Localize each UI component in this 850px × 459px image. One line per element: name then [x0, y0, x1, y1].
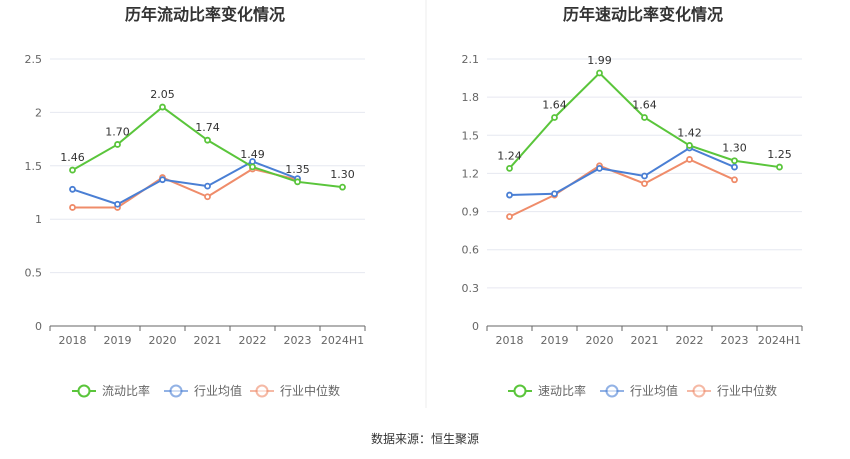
legend-marker-icon [255, 384, 269, 398]
legend-item-avg[interactable]: 行业均值 [600, 383, 678, 398]
x-tick-label: 2022 [676, 334, 704, 347]
data-point-main[interactable] [596, 69, 603, 77]
x-tick-label: 2019 [541, 334, 569, 347]
x-tick-label: 2021 [194, 334, 222, 347]
data-label: 1.64 [542, 98, 567, 111]
x-tick-label: 2022 [239, 334, 267, 347]
series-line-avg [509, 146, 735, 197]
legend-item-median[interactable]: 行业中位数 [687, 383, 777, 398]
data-point-main[interactable] [69, 166, 76, 174]
x-tick-label: 2018 [59, 334, 87, 347]
y-tick-label: 2.5 [25, 53, 43, 66]
legend-marker-icon [77, 384, 91, 398]
data-label: 1.42 [677, 126, 702, 139]
legend-label: 流动比率 [102, 383, 150, 398]
data-point-avg[interactable] [731, 163, 738, 171]
legend-label: 行业均值 [630, 383, 678, 398]
legend-label: 行业均值 [194, 383, 242, 398]
legend-marker-icon [513, 384, 527, 398]
x-tick-label: 2023 [284, 334, 312, 347]
data-point-main[interactable] [641, 114, 648, 121]
source-note: 数据来源：恒生聚源 [371, 431, 479, 446]
y-tick-label: 0.5 [25, 267, 43, 280]
data-point-main[interactable] [249, 163, 256, 171]
legend-label: 速动比率 [538, 383, 586, 398]
data-label: 1.70 [105, 125, 130, 138]
y-tick-label: 0.3 [462, 282, 480, 295]
legend-item-avg[interactable]: 行业均值 [164, 383, 242, 398]
y-tick-label: 1.8 [462, 91, 480, 104]
data-label: 1.99 [587, 54, 612, 67]
data-label: 1.30 [330, 168, 355, 181]
data-label: 1.24 [497, 149, 522, 162]
chart-title: 历年流动比率变化情况 [125, 5, 285, 24]
data-point-avg[interactable] [114, 200, 121, 208]
y-tick-label: 1.2 [462, 167, 480, 180]
data-point-main[interactable] [159, 103, 166, 111]
data-point-median[interactable] [641, 180, 648, 188]
data-label: 1.46 [60, 151, 85, 164]
data-point-main[interactable] [339, 183, 346, 191]
data-point-median[interactable] [506, 213, 513, 221]
data-label: 1.35 [285, 163, 310, 176]
legend-label: 行业中位数 [280, 383, 340, 398]
data-point-avg[interactable] [69, 185, 76, 193]
data-label: 1.30 [722, 142, 747, 155]
data-point-main[interactable] [204, 136, 211, 144]
data-point-main[interactable] [776, 163, 783, 171]
data-point-main[interactable] [114, 141, 121, 148]
data-point-main[interactable] [731, 157, 738, 165]
y-tick-label: 0 [472, 320, 479, 333]
y-tick-label: 0 [35, 320, 42, 333]
data-point-avg[interactable] [506, 191, 513, 199]
x-tick-label: 2021 [631, 334, 659, 347]
quick-ratio-chart: 历年速动比率变化情况 0 0.3 0.6 0.9 1.2 1.5 1.8 2.1 2018 2019… [462, 5, 803, 398]
data-point-median[interactable] [69, 204, 76, 211]
legend-marker-icon [169, 384, 183, 398]
x-tick-label: 2018 [496, 334, 524, 347]
data-point-avg[interactable] [159, 176, 166, 184]
data-point-avg[interactable] [204, 182, 211, 190]
x-tick-label: 2023 [721, 334, 749, 347]
legend-marker-icon [692, 384, 706, 398]
data-label: 1.74 [195, 121, 220, 134]
legend-item-main[interactable]: 速动比率 [508, 383, 586, 398]
series-line-avg [72, 160, 298, 206]
data-label: 1.64 [632, 98, 657, 111]
x-tick-label: 2020 [586, 334, 614, 347]
legend-item-main[interactable]: 流动比率 [72, 383, 150, 398]
data-label: 1.25 [767, 148, 792, 161]
y-tick-label: 1 [35, 213, 42, 226]
y-tick-label: 1.5 [25, 160, 43, 173]
data-point-main[interactable] [294, 178, 301, 186]
legend-label: 行业中位数 [717, 383, 777, 398]
data-point-avg[interactable] [551, 190, 558, 198]
data-point-main[interactable] [686, 142, 693, 149]
legend-item-median[interactable]: 行业中位数 [250, 383, 340, 398]
series-line-median [509, 158, 735, 218]
y-tick-label: 0.9 [462, 206, 480, 219]
x-tick-label: 2024H1 [321, 334, 364, 347]
x-tick-label: 2019 [104, 334, 132, 347]
data-point-median[interactable] [731, 176, 738, 184]
data-label: 2.05 [150, 88, 175, 101]
y-tick-label: 2 [35, 106, 42, 119]
data-point-main[interactable] [506, 164, 513, 172]
y-tick-label: 0.6 [462, 244, 480, 257]
current-ratio-chart: 历年流动比率变化情况 0 0.5 1 1.5 2 2.5 2018 2019 2020 2021 20… [25, 5, 366, 398]
data-point-median[interactable] [204, 193, 211, 201]
data-point-main[interactable] [551, 114, 558, 121]
x-tick-label: 2020 [149, 334, 177, 347]
data-point-avg[interactable] [596, 164, 603, 172]
series-line-median [72, 167, 298, 209]
data-point-median[interactable] [686, 156, 693, 163]
y-tick-label: 1.5 [462, 129, 480, 142]
chart-title: 历年速动比率变化情况 [563, 5, 723, 24]
x-tick-label: 2024H1 [758, 334, 801, 347]
data-point-avg[interactable] [641, 172, 648, 180]
legend-marker-icon [605, 384, 619, 398]
y-tick-label: 2.1 [462, 53, 480, 66]
data-label: 1.49 [240, 148, 265, 161]
